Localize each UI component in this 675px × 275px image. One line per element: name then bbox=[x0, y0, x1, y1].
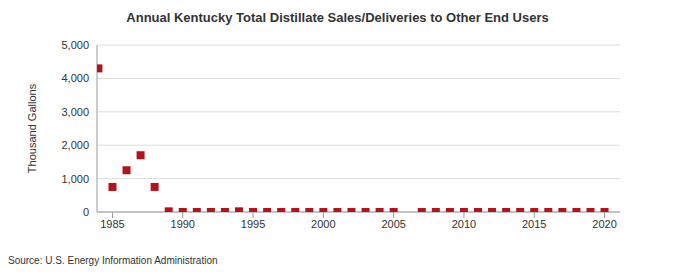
html-text:Source: U.S. Energy Informatio: Source: U.S. Energy Information Administ… bbox=[8, 255, 218, 266]
svg-text:5,000: 5,000 bbox=[61, 39, 89, 51]
svg-text:2010: 2010 bbox=[452, 218, 476, 230]
svg-text:1,000: 1,000 bbox=[61, 173, 89, 185]
svg-text:Thousand Gallons: Thousand Gallons bbox=[26, 83, 38, 173]
svg-text:0: 0 bbox=[83, 206, 89, 218]
svg-text:2005: 2005 bbox=[381, 218, 405, 230]
svg-text:2020: 2020 bbox=[592, 218, 616, 230]
svg-text:1990: 1990 bbox=[171, 218, 195, 230]
svg-text:1985: 1985 bbox=[100, 218, 124, 230]
svg-text:3,000: 3,000 bbox=[61, 106, 89, 118]
svg-text:2,000: 2,000 bbox=[61, 139, 89, 151]
html-text:Annual Kentucky Total Distilla: Annual Kentucky Total Distillate Sales/D… bbox=[126, 10, 549, 25]
svg-text:2000: 2000 bbox=[311, 218, 335, 230]
svg-text:4,000: 4,000 bbox=[61, 72, 89, 84]
svg-text:2015: 2015 bbox=[522, 218, 546, 230]
svg-text:1995: 1995 bbox=[241, 218, 265, 230]
